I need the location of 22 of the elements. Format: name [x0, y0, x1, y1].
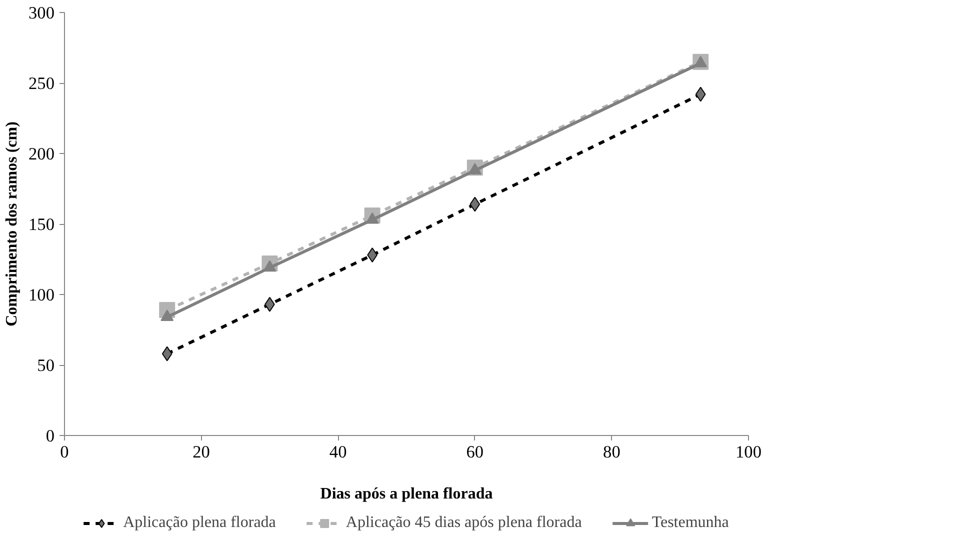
x-tick-label: 0: [60, 442, 69, 462]
y-tick-label: 200: [28, 144, 55, 164]
y-tick-label: 0: [46, 426, 55, 446]
point: [160, 310, 174, 322]
x-tick-label: 20: [192, 442, 210, 462]
y-tick-label: 300: [28, 4, 55, 22]
y-tick-label: 50: [37, 356, 54, 375]
legend-label: Aplicação plena florada: [123, 514, 276, 532]
legend-label: Testemunha: [652, 514, 729, 532]
legend-label: Aplicação 45 dias após plena florada: [346, 514, 582, 532]
y-tick-label: 100: [28, 286, 55, 304]
x-tick-label: 40: [329, 442, 347, 462]
point: [162, 346, 172, 362]
x-axis-title: Dias após a plena florada: [320, 486, 493, 502]
x-tick-label: 80: [603, 442, 620, 462]
y-axis-title: Comprimento dos ramos (cm): [4, 122, 21, 326]
x-tick-label: 100: [736, 442, 762, 462]
x-tick-label: 60: [466, 442, 484, 462]
point: [695, 86, 706, 102]
y-tick-label: 150: [28, 215, 55, 234]
point: [470, 196, 480, 212]
y-tick-label: 250: [28, 74, 55, 93]
